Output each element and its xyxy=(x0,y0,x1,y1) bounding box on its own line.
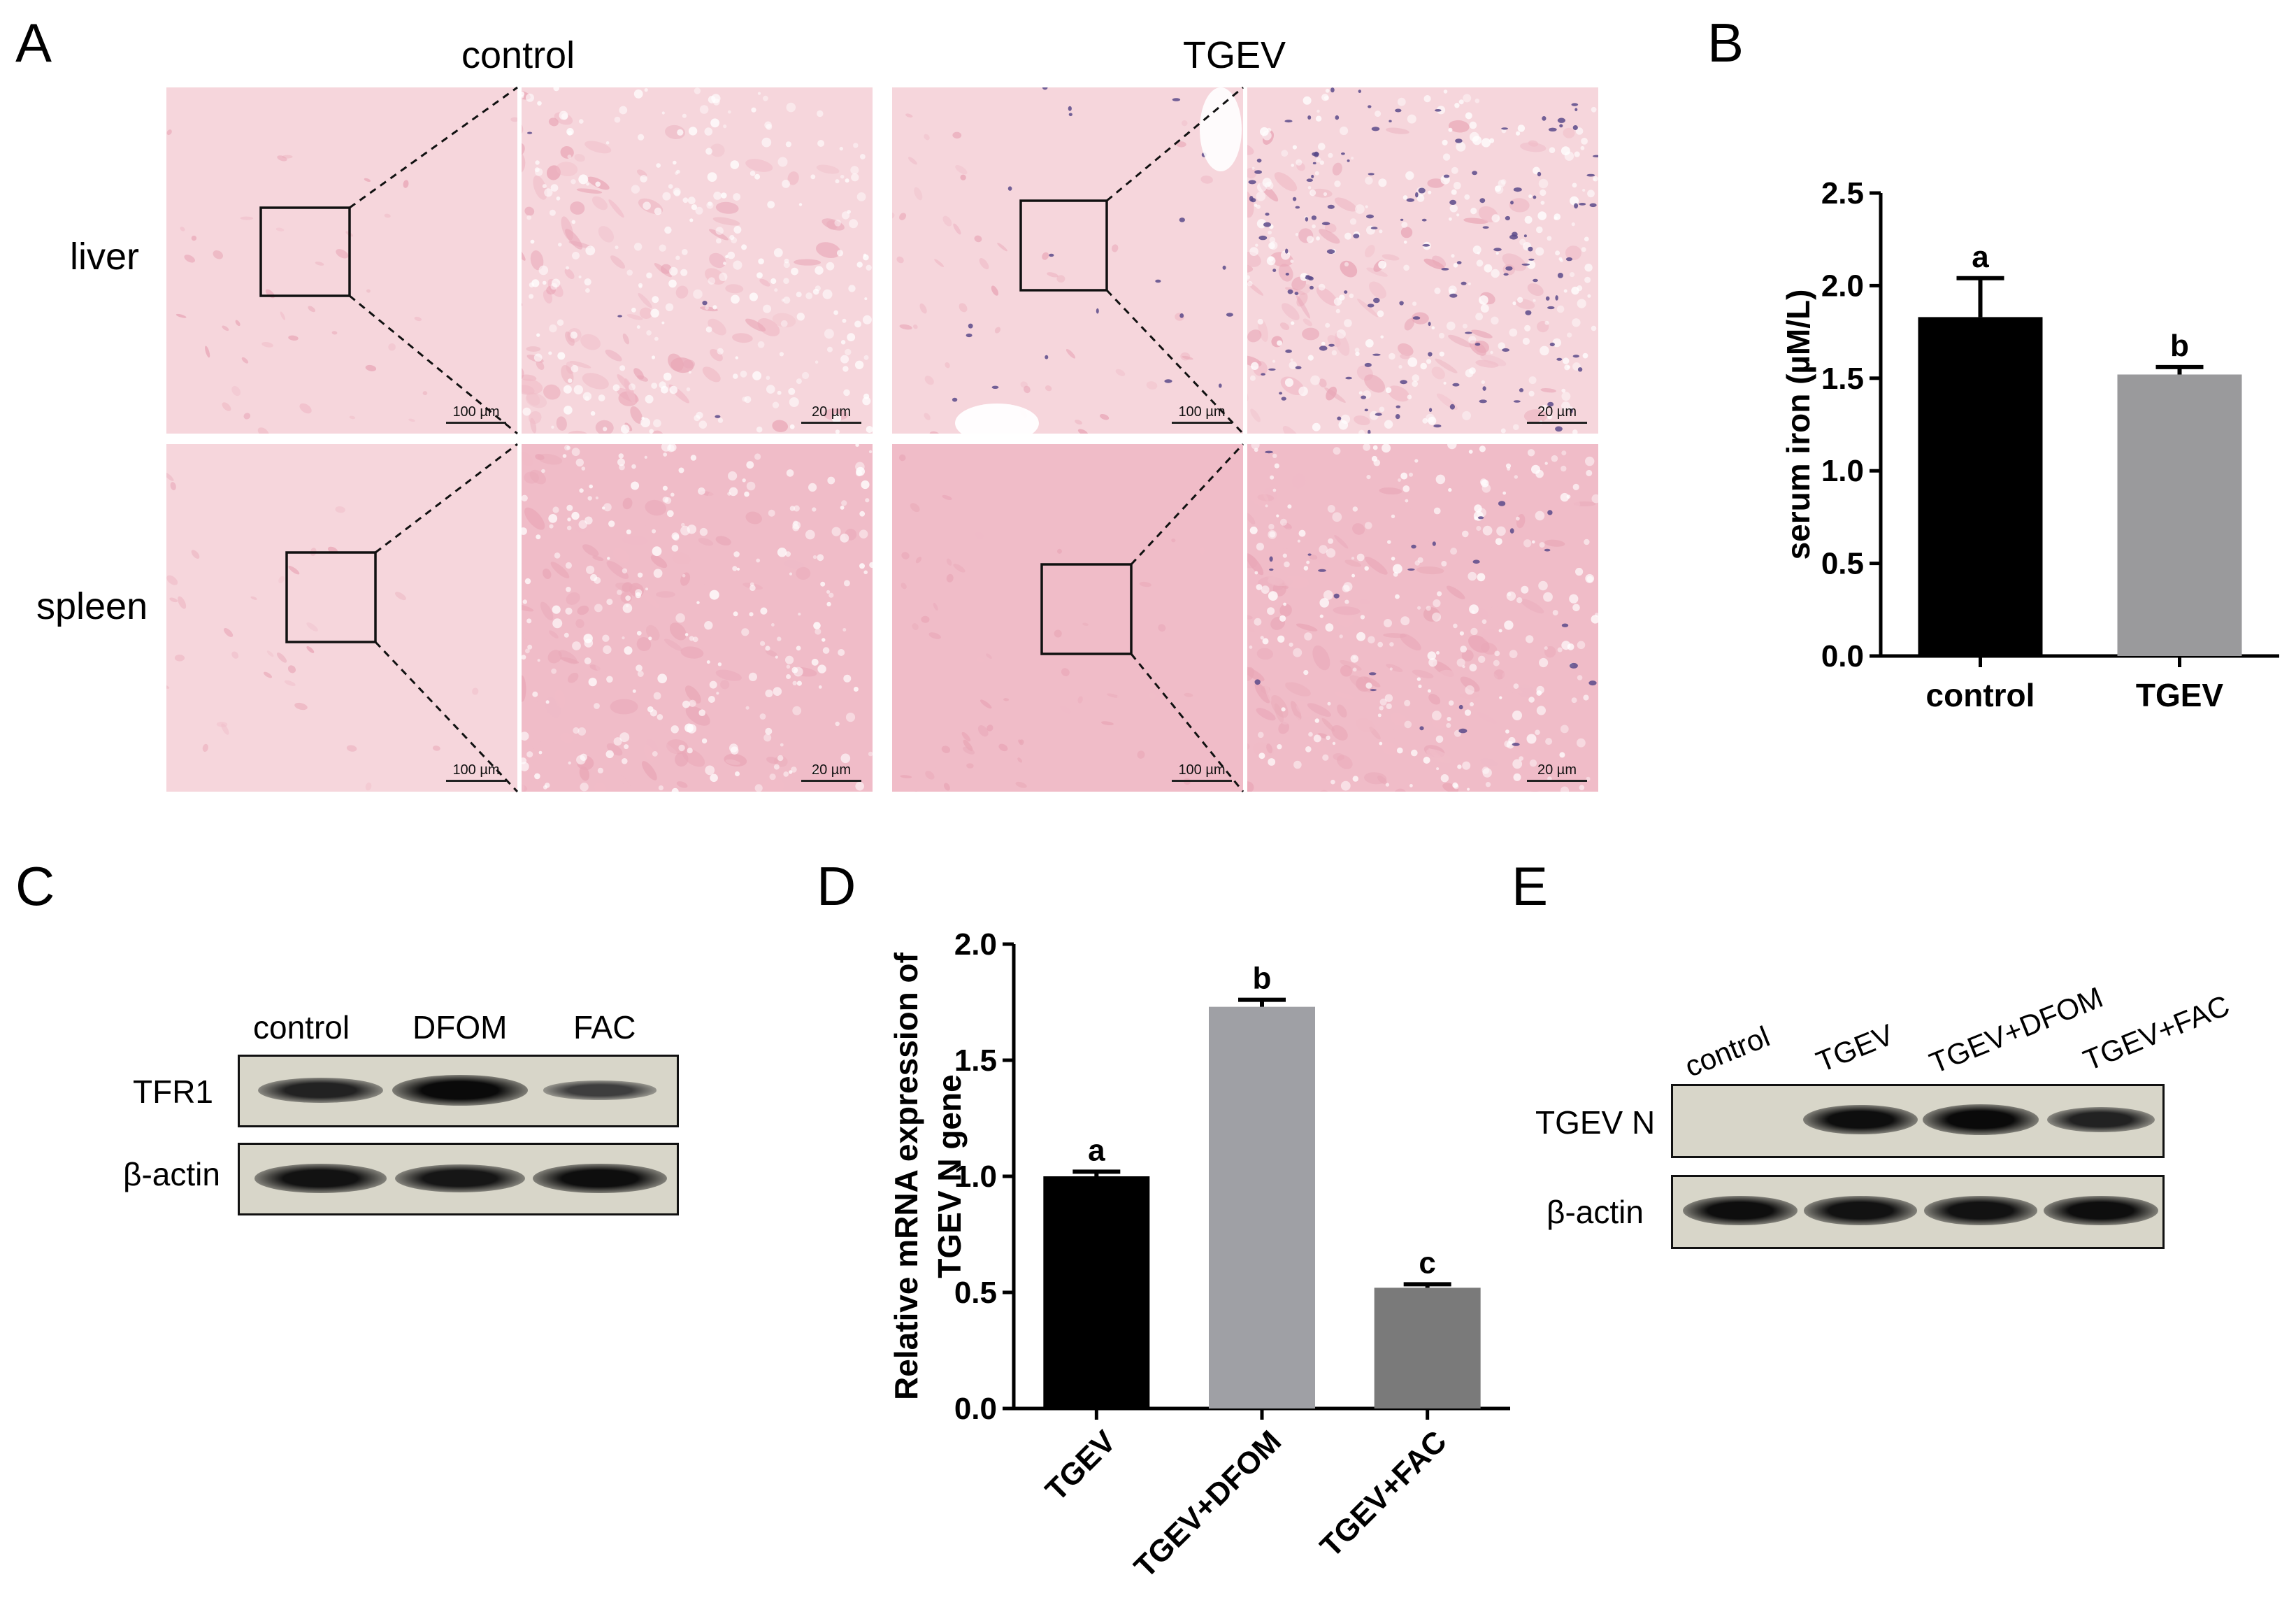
y-tick-label: 2.5 xyxy=(1821,176,1864,211)
significance-letter: b xyxy=(2170,329,2189,363)
y-axis-title: Relative mRNA expression of xyxy=(888,952,924,1400)
x-tick-label: TGEV xyxy=(1039,1424,1123,1508)
lane-label-dfom: DFOM xyxy=(412,1011,507,1043)
error-bar xyxy=(2156,367,2204,375)
panel-letter-b: B xyxy=(1707,15,1744,70)
blot-band xyxy=(1923,1104,2039,1135)
blot-band xyxy=(1803,1105,1918,1135)
chart-b: 0.0 0.5 1.0 1.5 2.0 2.5 a control b TGEV serum iro… xyxy=(1706,140,2293,755)
error-bar xyxy=(1957,278,2004,318)
x-tick-label: TGEV xyxy=(2136,677,2224,713)
significance-letter: a xyxy=(1972,240,1989,274)
bar xyxy=(1043,1176,1149,1408)
blot-band xyxy=(1683,1196,1798,1226)
y-tick-label: 1.5 xyxy=(954,1043,997,1078)
blot-band xyxy=(395,1164,526,1192)
blot-band xyxy=(2047,1107,2155,1132)
panel-letter-d: D xyxy=(817,859,856,913)
lane-label-control: control xyxy=(253,1011,350,1043)
blot-tfr1 xyxy=(238,1055,679,1127)
blot-band xyxy=(254,1164,387,1192)
y-tick-label: 2.0 xyxy=(1821,269,1864,303)
blot-band xyxy=(543,1080,656,1099)
lane-label-e-control: control xyxy=(1681,1022,1774,1082)
blot-beta-actin-c xyxy=(238,1143,679,1215)
lane-label-e-tgev-dfom: TGEV+DFOM xyxy=(1925,983,2107,1078)
significance-letter: b xyxy=(1253,962,1272,996)
significance-letter: a xyxy=(1088,1133,1105,1167)
bar xyxy=(1375,1288,1481,1408)
lane-label-fac: FAC xyxy=(573,1011,636,1043)
blot-band xyxy=(2044,1196,2159,1226)
error-bar xyxy=(1404,1284,1451,1288)
chart-b-svg: 0.0 0.5 1.0 1.5 2.0 2.5 a control b TGEV serum iro… xyxy=(1706,140,2293,755)
row-label-beta-actin-c: β-actin xyxy=(123,1158,220,1190)
y-axis-title: TGEV N gene xyxy=(931,1074,968,1278)
blot-band xyxy=(533,1164,667,1194)
error-bar xyxy=(1072,1171,1120,1176)
x-tick-label: TGEV+FAC xyxy=(1314,1424,1454,1564)
row-label-beta-actin-e: β-actin xyxy=(1547,1196,1644,1228)
blot-beta-actin-e xyxy=(1671,1175,2165,1249)
blot-band xyxy=(1804,1196,1918,1225)
chart-d-svg: 0.00.51.01.52.0aTGEVbTGEV+DFOMcTGEV+FACR… xyxy=(874,909,1538,1616)
panel-letter-c: C xyxy=(15,859,55,913)
row-label-tgev-n: TGEV N xyxy=(1535,1106,1655,1139)
y-tick-label: 0.0 xyxy=(954,1392,997,1426)
y-tick-label: 1.0 xyxy=(1821,454,1864,488)
error-bar xyxy=(1238,1000,1286,1007)
y-tick-label: 0.5 xyxy=(1821,547,1864,581)
blot-tgev-n xyxy=(1671,1084,2165,1158)
row-label-tfr1: TFR1 xyxy=(133,1076,213,1108)
blot-band xyxy=(1924,1196,2038,1225)
y-tick-label: 0.5 xyxy=(954,1276,997,1310)
significance-letter: c xyxy=(1419,1246,1435,1280)
bar xyxy=(2118,375,2242,656)
panel-letter-e: E xyxy=(1512,859,1548,913)
y-axis-title: serum iron (µM/L) xyxy=(1780,290,1816,560)
y-tick-label: 1.5 xyxy=(1821,362,1864,396)
bar xyxy=(1918,317,2043,656)
blot-band xyxy=(392,1075,528,1106)
y-tick-label: 0.0 xyxy=(1821,639,1864,673)
blot-band xyxy=(258,1078,383,1103)
x-tick-label: control xyxy=(1926,677,2035,713)
x-tick-label: TGEV+DFOM xyxy=(1128,1424,1288,1584)
bar xyxy=(1209,1007,1315,1408)
lane-label-e-tgev: TGEV xyxy=(1812,1020,1897,1077)
y-tick-label: 2.0 xyxy=(954,927,997,962)
